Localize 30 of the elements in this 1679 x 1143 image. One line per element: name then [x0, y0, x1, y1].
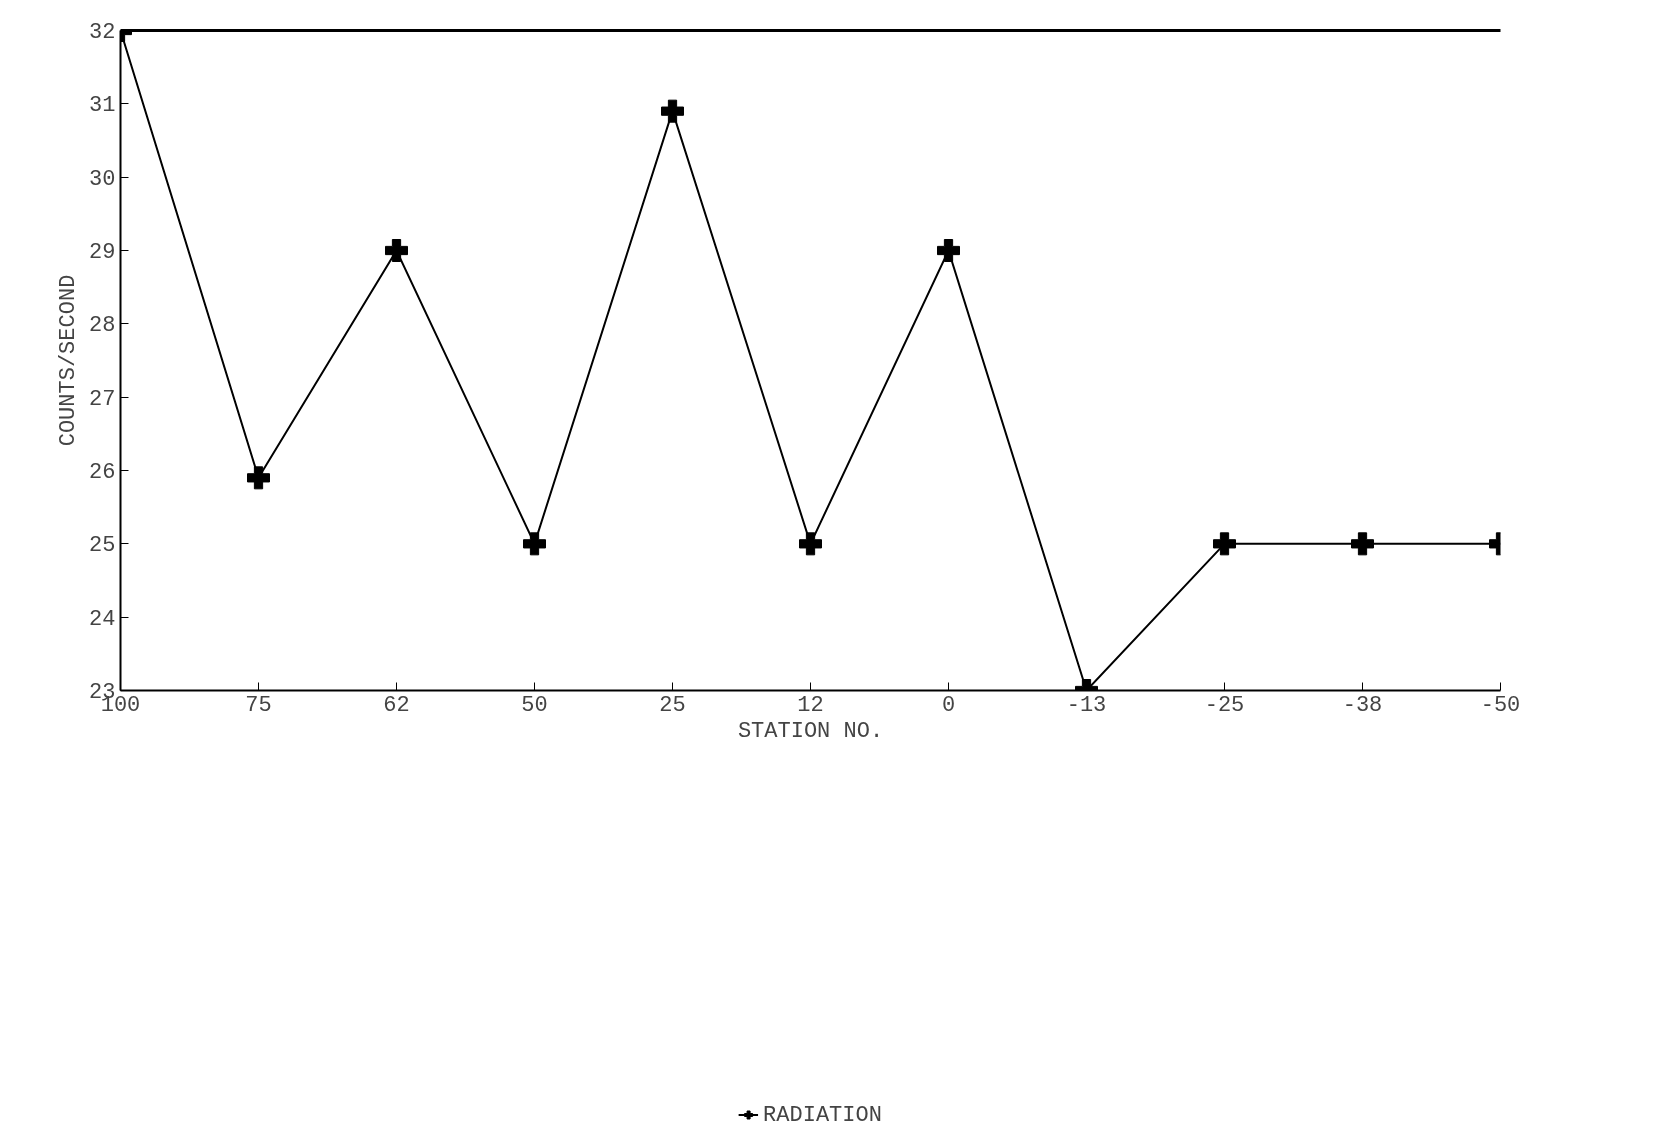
point [799, 532, 822, 556]
y-tick-label: 28 [89, 313, 116, 339]
y-axis-title: COUNTS/SECOND [56, 274, 82, 447]
y-tick-label: 25 [89, 533, 116, 559]
x-tick-label: 75 [245, 692, 272, 718]
y-tick-label: 32 [89, 20, 116, 45]
x-tick-label: -13 [1066, 692, 1107, 718]
point [661, 99, 684, 123]
x-tick-label: 12 [797, 692, 824, 718]
y-tick-label: 24 [89, 606, 116, 632]
y-tick-label: 29 [89, 240, 116, 265]
point [523, 532, 546, 556]
x-tick-label: -38 [1342, 692, 1383, 718]
legend-label: RADIATION [763, 1102, 882, 1128]
point [385, 239, 408, 262]
y-tick-label: 30 [89, 166, 116, 192]
x-tick-label: 62 [383, 692, 410, 718]
x-tick-label: 0 [941, 692, 956, 718]
x-axis-title: STATION NO. [737, 718, 884, 744]
point [247, 466, 270, 490]
x-tick-label: -50 [1480, 692, 1521, 718]
y-tick-label: 27 [89, 386, 116, 412]
x-tick-label: 25 [659, 692, 686, 718]
point [937, 239, 960, 262]
y-tick-label: 31 [89, 93, 116, 119]
x-tick-label: 50 [521, 692, 548, 718]
y-tick-label: 26 [89, 460, 116, 485]
x-tick-label: -25 [1204, 692, 1245, 718]
point [1213, 532, 1236, 556]
point [1351, 532, 1374, 556]
